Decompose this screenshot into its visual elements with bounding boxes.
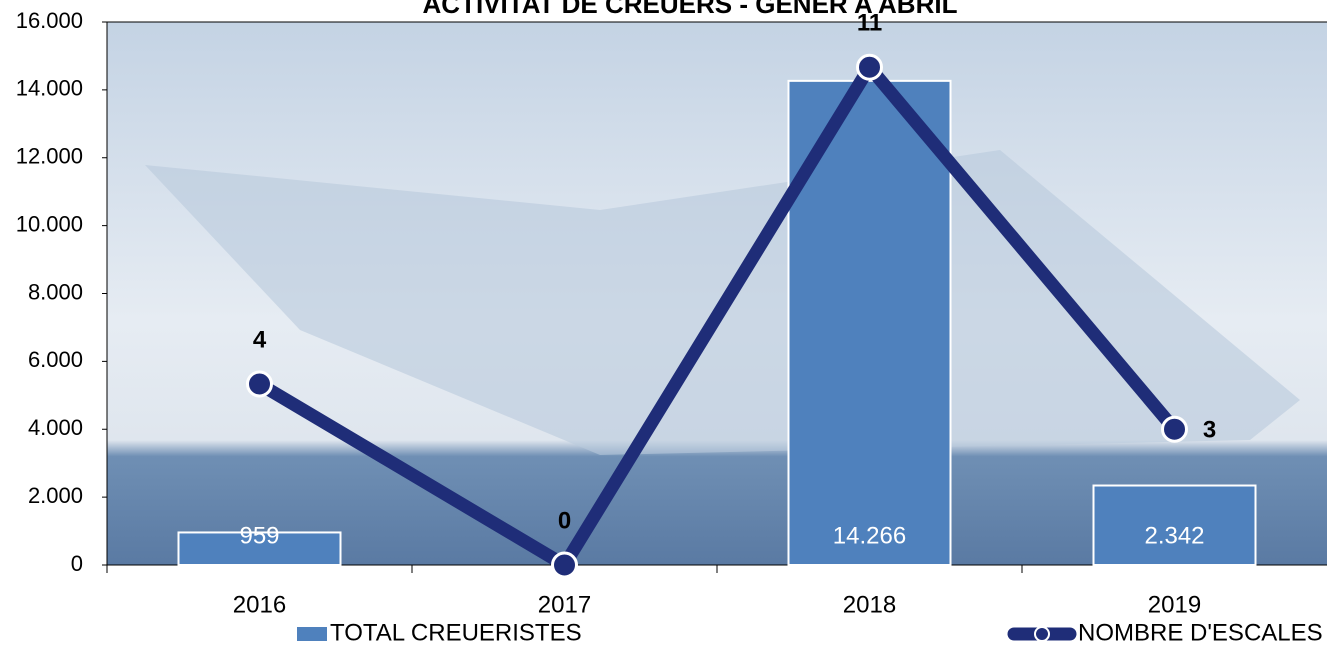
legend-label: TOTAL CREUERISTES xyxy=(330,619,582,646)
y-tick-label: 4.000 xyxy=(28,415,83,440)
line-value-label: 11 xyxy=(857,10,882,37)
x-tick-label: 2018 xyxy=(843,591,896,618)
legend-marker xyxy=(1035,627,1049,641)
y-tick-label: 8.000 xyxy=(28,279,83,304)
x-tick-label: 2017 xyxy=(538,591,591,618)
line-value-label: 0 xyxy=(558,507,571,534)
y-tick-label: 16.000 xyxy=(16,8,83,33)
bar-value-label: 959 xyxy=(239,522,279,549)
y-tick-label: 6.000 xyxy=(28,347,83,372)
y-tick-label: 12.000 xyxy=(16,144,83,169)
line-marker xyxy=(1163,417,1187,441)
line-value-label: 4 xyxy=(253,326,267,353)
x-tick-label: 2016 xyxy=(233,591,286,618)
legend-label: NOMBRE D'ESCALES xyxy=(1078,619,1323,646)
legend-swatch xyxy=(297,627,327,641)
line-marker xyxy=(858,55,882,79)
y-tick-label: 10.000 xyxy=(16,211,83,236)
line-marker xyxy=(553,553,577,577)
y-tick-label: 14.000 xyxy=(16,76,83,101)
chart: ACTIVITAT DE CREUERS - GENER A ABRIL 02.… xyxy=(0,0,1327,648)
line-value-label: 3 xyxy=(1203,417,1216,444)
x-tick-label: 2019 xyxy=(1148,591,1201,618)
line-marker xyxy=(248,372,272,396)
y-tick-label: 0 xyxy=(71,551,83,576)
y-tick-label: 2.000 xyxy=(28,483,83,508)
bar-value-label: 14.266 xyxy=(833,522,906,549)
bar-value-label: 2.342 xyxy=(1144,522,1204,549)
